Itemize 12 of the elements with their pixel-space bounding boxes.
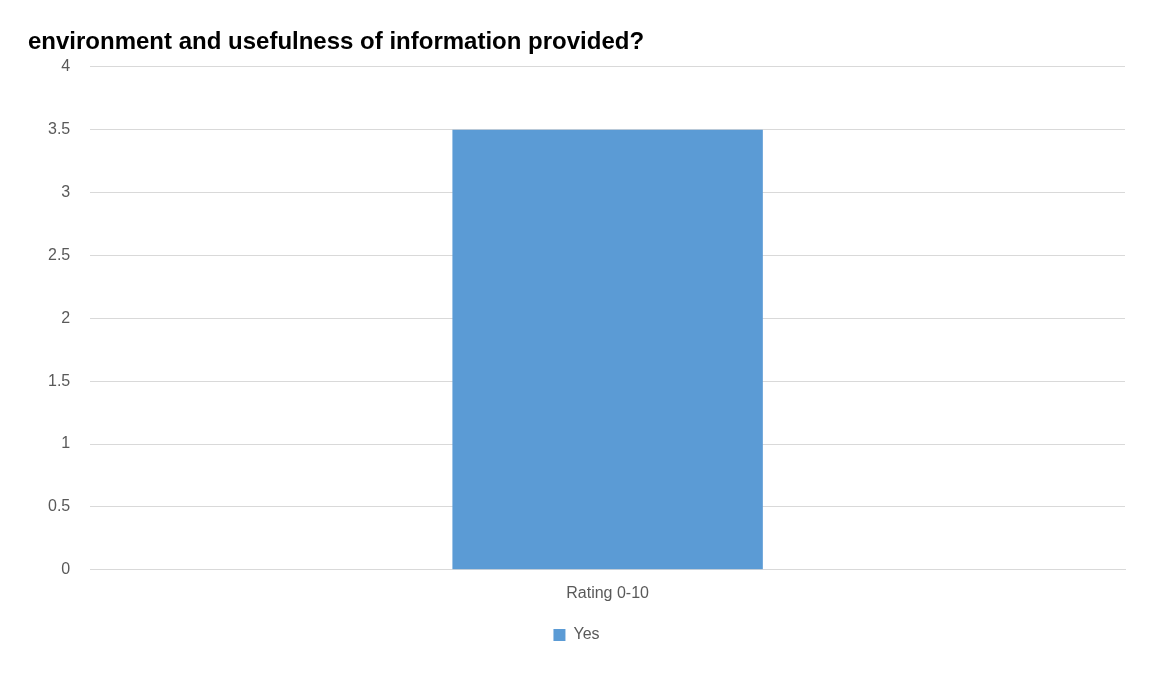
x-tick-label: Rating 0-10 [566, 583, 650, 601]
y-tick-label: 1 [61, 434, 71, 452]
y-tick-label: 3.5 [47, 120, 71, 138]
legend-label: Yes [573, 625, 600, 643]
y-tick-label: 0.5 [47, 497, 71, 515]
y-tick-label: 4 [61, 57, 71, 75]
chart-title: environment and usefulness of information provided? [28, 27, 645, 55]
y-tick-label: 3 [61, 182, 71, 200]
y-tick-label: 1.5 [47, 371, 71, 389]
y-tick-label: 2.5 [47, 245, 71, 263]
y-tick-label: 2 [61, 308, 71, 326]
y-tick-label: 0 [61, 560, 71, 578]
